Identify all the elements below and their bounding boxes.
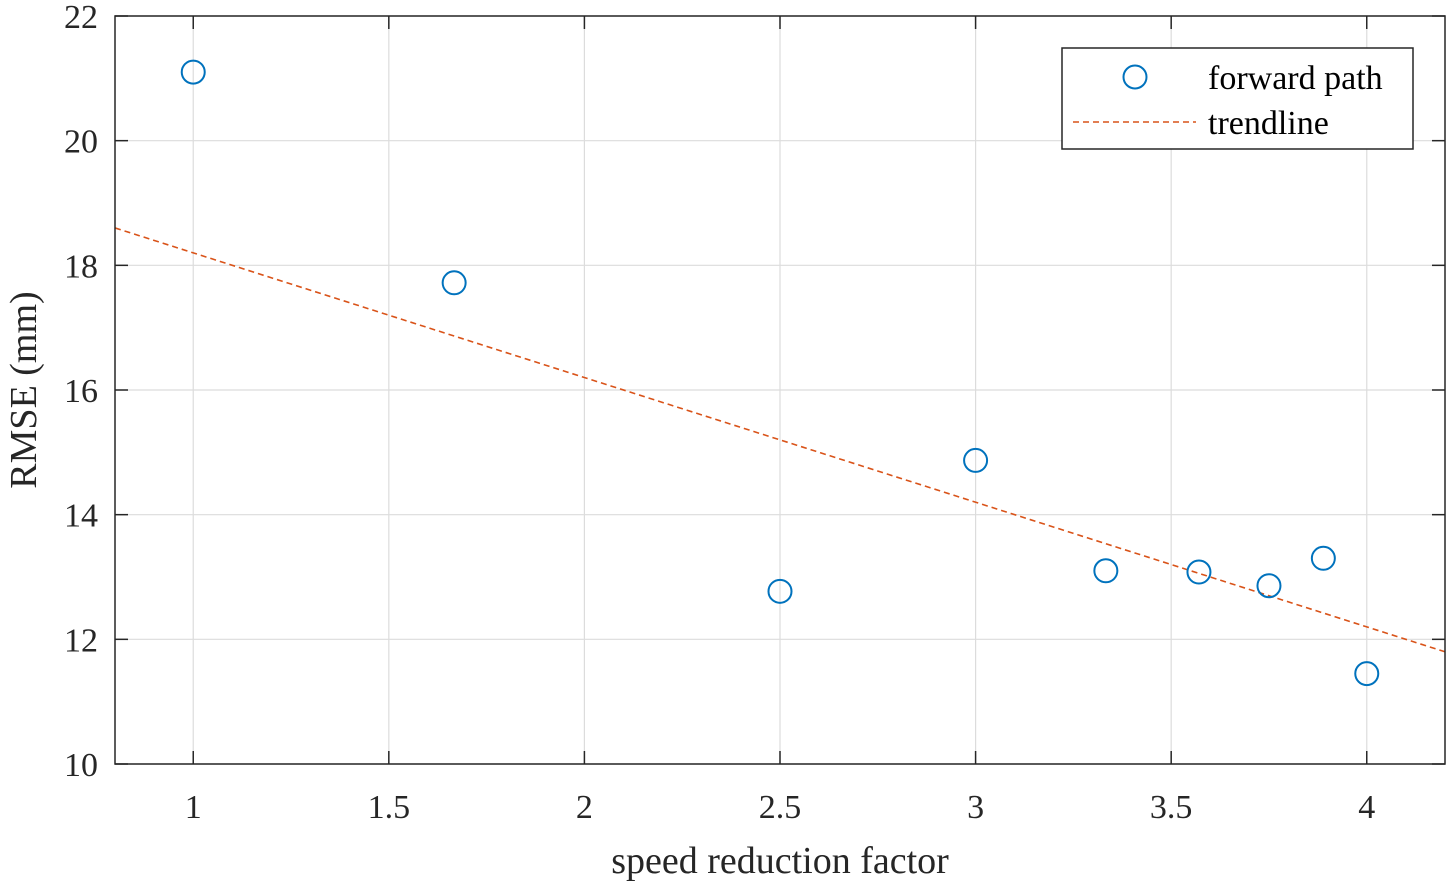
x-tick-label: 2 — [576, 789, 593, 826]
x-axis-label: speed reduction factor — [611, 840, 949, 882]
data-point — [1093, 558, 1119, 584]
y-axis-label: RMSE (mm) — [3, 291, 45, 488]
legend-label-forward-path: forward path — [1208, 60, 1383, 97]
data-point — [767, 578, 793, 604]
y-tick-label: 10 — [64, 747, 98, 784]
x-tick-label: 2.5 — [759, 789, 802, 826]
y-tick-label: 14 — [64, 498, 98, 535]
data-point — [180, 59, 206, 85]
data-point — [1310, 545, 1336, 571]
data-point — [1256, 573, 1282, 599]
legend: forward path trendline — [1061, 47, 1414, 150]
data-point — [963, 447, 989, 473]
y-tick-label: 22 — [64, 0, 98, 36]
x-tick-label: 1 — [185, 789, 202, 826]
y-tick-label: 18 — [64, 248, 98, 285]
x-tick-label: 3 — [967, 789, 984, 826]
trendline — [114, 227, 1446, 653]
y-tick-label: 16 — [64, 373, 98, 410]
data-point — [1186, 559, 1212, 585]
legend-box — [1061, 47, 1414, 150]
y-tick-label: 12 — [64, 622, 98, 659]
x-tick-label: 4 — [1358, 789, 1375, 826]
plot-area — [114, 59, 1446, 687]
x-tick-label: 3.5 — [1150, 789, 1193, 826]
legend-marker-forward-path — [1122, 64, 1148, 90]
ticks: 1 1.5 2 2.5 3 3.5 4 10 12 14 16 18 20 22 — [64, 0, 1445, 826]
legend-label-trendline: trendline — [1208, 105, 1329, 142]
data-point — [1354, 661, 1380, 687]
x-tick-label: 1.5 — [368, 789, 411, 826]
data-point — [441, 270, 467, 296]
y-tick-label: 20 — [64, 124, 98, 161]
